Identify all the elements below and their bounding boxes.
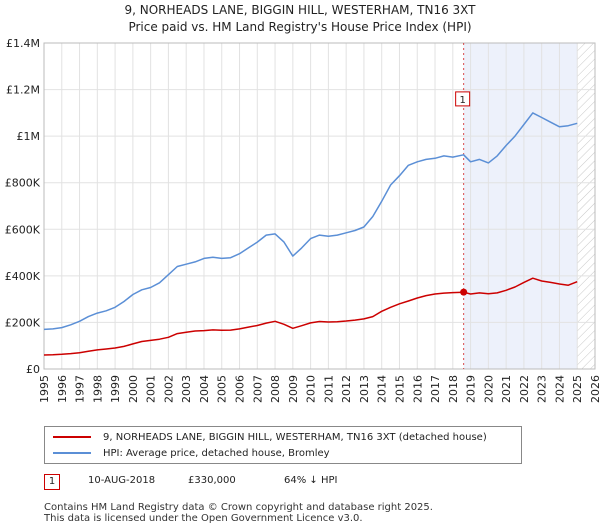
y-tick-label: £600K [5, 223, 41, 236]
legend-label-hpi: HPI: Average price, detached house, Brom… [103, 447, 330, 459]
x-tick-label: 2021 [500, 375, 513, 403]
x-tick-label: 1998 [91, 375, 104, 403]
x-tick-label: 2013 [358, 375, 371, 403]
chart-title: 9, NORHEADS LANE, BIGGIN HILL, WESTERHAM… [124, 3, 476, 17]
footer-line-2: This data is licensed under the Open Gov… [44, 513, 363, 524]
chart-subtitle: Price paid vs. HM Land Registry's House … [128, 20, 472, 34]
x-tick-label: 2006 [234, 375, 247, 403]
x-tick-label: 2004 [198, 375, 211, 403]
x-tick-label: 2012 [340, 375, 353, 403]
y-tick-label: £800K [5, 177, 41, 190]
property-series-line [43, 277, 578, 356]
legend-label-property: 9, NORHEADS LANE, BIGGIN HILL, WESTERHAM… [103, 431, 487, 443]
legend: 9, NORHEADS LANE, BIGGIN HILL, WESTERHAM… [44, 426, 522, 464]
y-tick-label: £0 [26, 363, 40, 376]
x-tick-label: 2005 [216, 375, 229, 403]
x-tick-label: 2001 [145, 375, 158, 403]
y-tick-label: £1.2M [6, 84, 40, 97]
x-tick-label: 1997 [74, 375, 87, 403]
x-tick-label: 2011 [322, 375, 335, 403]
x-tick-label: 1995 [38, 375, 51, 403]
x-tick-label: 2023 [536, 375, 549, 403]
x-tick-label: 2019 [465, 375, 478, 403]
x-tick-label: 2010 [305, 375, 318, 403]
x-tick-label: 2003 [180, 375, 193, 403]
x-tick-label: 2022 [518, 375, 531, 403]
x-tick-label: 2026 [589, 375, 600, 403]
y-tick-label: £1.4M [6, 37, 40, 50]
sale-hpi-delta: 64% ↓ HPI [284, 475, 338, 486]
y-tick-label: £1M [17, 130, 41, 143]
legend-item-hpi: HPI: Average price, detached house, Brom… [45, 445, 330, 461]
annotation-box [455, 91, 471, 107]
legend-line-hpi [53, 452, 91, 454]
x-tick-label: 2016 [411, 375, 424, 403]
x-tick-label: 2002 [162, 375, 175, 403]
x-tick-label: 2008 [269, 375, 282, 403]
x-tick-label: 2024 [553, 375, 566, 403]
plot-frame [43, 42, 596, 370]
sale-date: 10-AUG-2018 [88, 475, 156, 486]
x-tick-label: 2018 [447, 375, 460, 403]
chart-area: 1 £0 £200K £400K £600K £800K £1M £1.2M £1.4M 1995… [5, 37, 600, 403]
footer-line-1: Contains HM Land Registry data © Crown c… [44, 502, 433, 513]
y-tick-label: £400K [5, 270, 41, 283]
x-tick-label: 2020 [482, 375, 495, 403]
x-tick-label: 2017 [429, 375, 442, 403]
x-tick-label: 1999 [109, 375, 122, 403]
legend-item-property: 9, NORHEADS LANE, BIGGIN HILL, WESTERHAM… [45, 429, 487, 445]
sale-price: £330,000 [188, 475, 236, 486]
x-tick-label: 1996 [56, 375, 69, 403]
legend-line-property [53, 436, 91, 438]
future-hatch [577, 43, 595, 369]
y-tick-label: £200K [5, 316, 41, 329]
x-tick-label: 2000 [127, 375, 140, 403]
post-sale-shading [463, 43, 578, 369]
x-tick-label: 2014 [376, 375, 389, 403]
x-tick-label: 2015 [393, 375, 406, 403]
x-tick-label: 2007 [251, 375, 264, 403]
sale-point [460, 288, 468, 296]
sale-marker: 1 [44, 474, 60, 490]
x-tick-label: 2009 [287, 375, 300, 403]
footer: Contains HM Land Registry data © Crown c… [44, 502, 433, 524]
annotation-label: 1 [459, 95, 465, 106]
x-tick-label: 2025 [571, 375, 584, 403]
hpi-series-line [43, 112, 578, 331]
